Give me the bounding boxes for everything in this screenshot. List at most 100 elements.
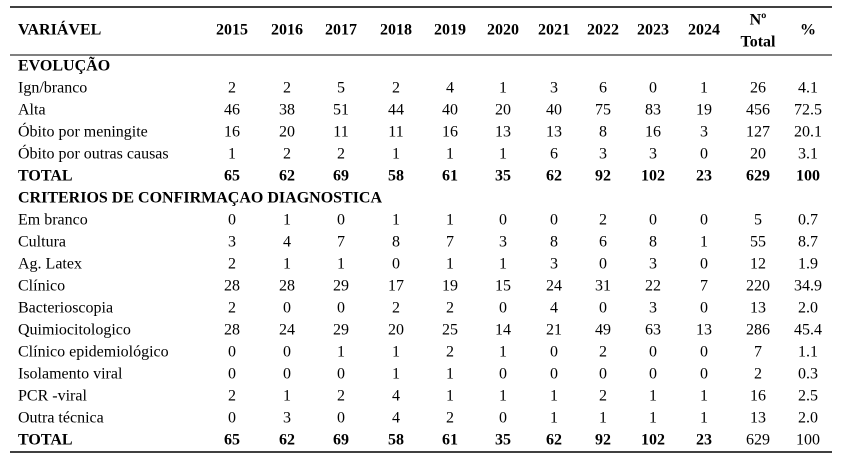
cell: 0 [228, 344, 236, 361]
cell: 1 [700, 410, 708, 427]
row-label: Clínico epidemiológico [18, 344, 169, 361]
cell: 16 [645, 124, 661, 141]
cell: 1.1 [798, 344, 818, 361]
cell: 11 [333, 124, 348, 141]
row-label: Óbito por outras causas [18, 144, 169, 163]
header-cell: 2020 [487, 22, 519, 39]
cell: 1 [599, 410, 607, 427]
cell: 3 [649, 146, 657, 163]
cell: 0 [550, 344, 558, 361]
cell: 1 [700, 234, 708, 251]
row-label: Clínico [18, 278, 65, 295]
cell: 12 [750, 256, 766, 273]
cell: 5 [754, 212, 762, 229]
cell: 0 [228, 366, 236, 383]
cell: 2 [754, 366, 762, 383]
cell: 0 [228, 212, 236, 229]
cell: 28 [224, 278, 240, 295]
header-cell: Nº [750, 12, 767, 29]
cell: 63 [645, 322, 661, 339]
row-label: Alta [18, 102, 46, 119]
cell: 2 [337, 388, 345, 405]
cell: 19 [696, 102, 712, 119]
cell: 1 [649, 388, 657, 405]
cell: 2.0 [798, 300, 818, 317]
cell: 0 [283, 366, 291, 383]
row-label: PCR -viral [18, 388, 87, 405]
cell: 102 [641, 432, 665, 449]
cell: 1 [392, 212, 400, 229]
cell: 7 [337, 234, 345, 251]
cell: 46 [224, 102, 240, 119]
cell: 0 [599, 256, 607, 273]
header-cell: 2018 [380, 22, 412, 39]
cell: 20 [495, 102, 511, 119]
cell: 1 [228, 146, 236, 163]
cell: 23 [696, 432, 712, 449]
cell: 0 [700, 212, 708, 229]
cell: 55 [750, 234, 766, 251]
cell: 0 [649, 212, 657, 229]
cell: 45.4 [794, 322, 822, 339]
cell: 13 [546, 124, 562, 141]
cell: 6 [550, 146, 558, 163]
cell: 4 [392, 410, 400, 427]
cell: 2.5 [798, 388, 818, 405]
cell: 19 [442, 278, 458, 295]
header-cell: % [800, 22, 816, 39]
section-title: EVOLUÇÃO [18, 56, 110, 75]
cell: 15 [495, 278, 511, 295]
cell: 62 [279, 432, 295, 449]
cell: 0 [337, 410, 345, 427]
cell: 1 [499, 388, 507, 405]
cell: 1 [700, 80, 708, 97]
cell: 2 [392, 80, 400, 97]
cell: 35 [495, 168, 511, 185]
cell: 40 [546, 102, 562, 119]
cell: 1 [337, 344, 345, 361]
cell: 286 [746, 322, 770, 339]
cell: 0 [700, 344, 708, 361]
cell: 3.1 [798, 146, 818, 163]
header-cell: 2016 [271, 22, 303, 39]
cell: 127 [746, 124, 770, 141]
cell: 100 [796, 432, 820, 449]
cell: 16 [224, 124, 240, 141]
cell: 100 [796, 168, 820, 185]
cell: 0 [499, 410, 507, 427]
cell: 1 [499, 146, 507, 163]
cell: 1 [446, 212, 454, 229]
cell: 7 [754, 344, 762, 361]
cell: 8 [599, 124, 607, 141]
cell: 3 [228, 234, 236, 251]
cell: 0 [337, 366, 345, 383]
cell: 1 [649, 410, 657, 427]
header-cell: 2017 [325, 22, 357, 39]
cell: 4 [550, 300, 558, 317]
cell: 2 [228, 388, 236, 405]
cell: 1 [337, 256, 345, 273]
cell: 65 [224, 168, 240, 185]
section-title: CRITERIOS DE CONFIRMAÇAO DIAGNOSTICA [18, 190, 382, 207]
cell: 0 [649, 366, 657, 383]
cell: 62 [279, 168, 295, 185]
cell: 31 [595, 278, 611, 295]
header-cell: 2022 [587, 22, 619, 39]
cell: 3 [499, 234, 507, 251]
cell: 24 [279, 322, 295, 339]
cell: 75 [595, 102, 611, 119]
cell: 0 [550, 212, 558, 229]
header-cell: 2021 [538, 22, 570, 39]
cell: 4.1 [798, 80, 818, 97]
cell: 29 [333, 278, 349, 295]
cell: 1 [392, 366, 400, 383]
cell: 38 [279, 102, 295, 119]
cell: 28 [279, 278, 295, 295]
cell: 2 [446, 410, 454, 427]
cell: 24 [546, 278, 562, 295]
row-label: TOTAL [18, 168, 73, 185]
header-cell: 2019 [434, 22, 466, 39]
cell: 3 [649, 256, 657, 273]
cell: 49 [595, 322, 611, 339]
